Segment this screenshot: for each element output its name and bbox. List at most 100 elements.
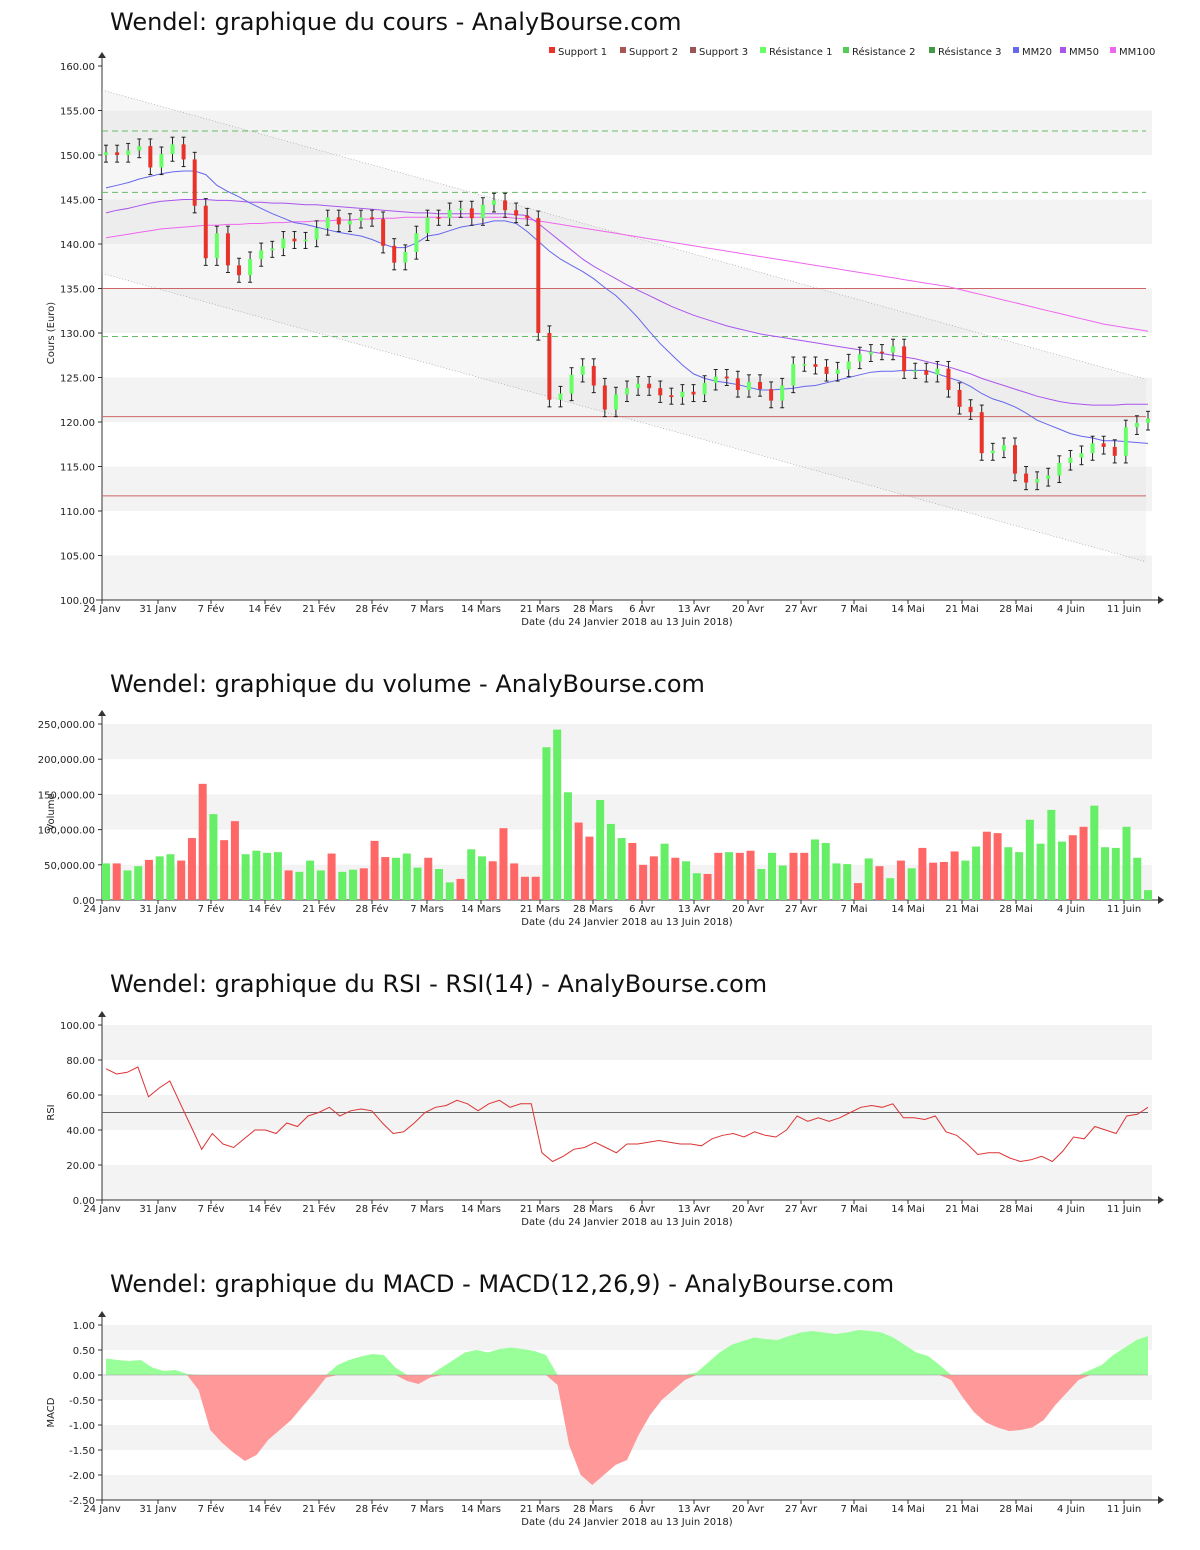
volume-bar [134,866,143,900]
y-tick-label: 120.00 [60,418,95,429]
volume-bar [725,852,734,900]
y-tick-label: 0.00 [73,896,95,907]
candle-body [979,412,984,454]
candle-body [270,248,275,251]
candle-body [214,233,219,259]
candle-body [469,208,474,219]
x-tick-label: 28 Mars [573,904,613,915]
x-tick-label: 28 Mai [999,1204,1032,1215]
price-chart-title: Wendel: graphique du cours - AnalyBourse… [110,8,682,36]
volume-bar [144,859,153,900]
legend-label: Support 3 [699,47,748,58]
candle-body [259,250,264,260]
volume-bar [220,840,229,900]
candle-body [735,378,740,390]
volume-bar [445,882,454,900]
volume-bar [230,821,239,900]
volume-bar [1004,847,1013,900]
legend-label: MM50 [1069,47,1099,58]
candle-body [381,219,386,246]
x-tick-label: 28 Fév [355,1203,388,1215]
volume-bar [424,857,433,900]
volume-bar [187,838,196,900]
x-axis-title: Date (du 24 Janvier 2018 au 13 Juin 2018… [521,1517,733,1528]
mm50-line [105,199,1148,406]
candle-body [835,369,840,374]
y-axis-arrow [98,710,106,716]
x-tick-label: 13 Avr [678,604,711,615]
legend-swatch [1110,47,1116,53]
candle-body [392,245,397,263]
x-tick-label: 4 Juin [1057,1204,1085,1215]
y-tick-label: 40.00 [66,1126,95,1137]
legend-label: Résistance 3 [938,46,1001,58]
volume-bar [402,853,411,900]
x-tick-label: 21 Mars [520,1204,560,1215]
volume-bar [735,852,744,900]
volume-bar [757,869,766,900]
x-tick-label: 20 Avr [732,904,765,915]
legend-label: Support 2 [629,47,678,58]
candle-body [879,351,884,354]
x-tick-label: 7 Mai [840,1204,867,1215]
volume-bar [284,870,293,900]
x-tick-label: 13 Avr [678,1204,711,1215]
volume-bar [574,822,583,900]
volume-bar [746,850,755,900]
y-tick-label: 130.00 [60,329,95,340]
candle-body [558,393,563,400]
volume-bar [606,823,615,900]
x-tick-label: 24 Janv [83,904,120,915]
x-tick-label: 6 Avr [629,604,656,615]
x-tick-label: 7 Mars [410,604,444,615]
x-axis-title: Date (du 24 Janvier 2018 au 13 Juin 2018… [521,917,733,928]
candle-body [325,217,330,228]
x-tick-label: 31 Janv [139,604,176,615]
x-axis-arrow [1158,896,1164,904]
volume-bar [316,870,325,900]
candle-body [1146,418,1150,423]
volume-bar [982,831,991,900]
x-tick-label: 14 Fév [248,1503,281,1515]
candle-body [746,381,751,390]
grid-band [102,794,1152,830]
grid-band [102,1025,1152,1060]
y-axis-title: Volume [46,793,57,830]
x-tick-label: 13 Avr [678,1504,711,1515]
volume-bar [531,876,540,900]
x-tick-label: 27 Avr [785,1204,818,1215]
trend-channel [102,90,1146,562]
rsi-chart-title: Wendel: graphique du RSI - RSI(14) - Ana… [110,970,768,998]
y-tick-label: 60.00 [66,1091,95,1102]
y-tick-label: 140.00 [60,240,95,251]
volume-bar [918,847,927,900]
y-tick-label: -1.50 [69,1446,95,1457]
grid-band [102,288,1152,333]
x-tick-label: 14 Mars [461,604,501,615]
x-axis-arrow [1158,1496,1164,1504]
volume-bar [703,873,712,900]
volume-bar [1025,819,1034,900]
volume-bar [671,857,680,900]
candle-body [591,365,596,386]
x-tick-label: 31 Janv [139,1204,176,1215]
candle-body [403,252,408,263]
y-tick-label: 200,000.00 [38,755,95,766]
x-tick-label: 20 Avr [732,1504,765,1515]
x-tick-label: 21 Mai [945,1204,978,1215]
y-axis-arrow [98,1011,106,1017]
volume-bar [209,814,218,900]
x-tick-label: 31 Janv [139,1504,176,1515]
legend-label: Résistance 1 [769,46,832,58]
candle-body [691,391,696,395]
volume-bar [306,860,315,900]
candle-body [625,388,629,395]
candle-body [647,383,652,389]
x-tick-label: 21 Fév [302,903,335,915]
x-tick-label: 14 Mars [461,1504,501,1515]
y-tick-label: 250,000.00 [38,720,95,731]
volume-bar [853,883,862,900]
x-tick-label: 21 Fév [302,1203,335,1215]
x-tick-label: 21 Mai [945,904,978,915]
x-tick-label: 21 Fév [302,603,335,615]
